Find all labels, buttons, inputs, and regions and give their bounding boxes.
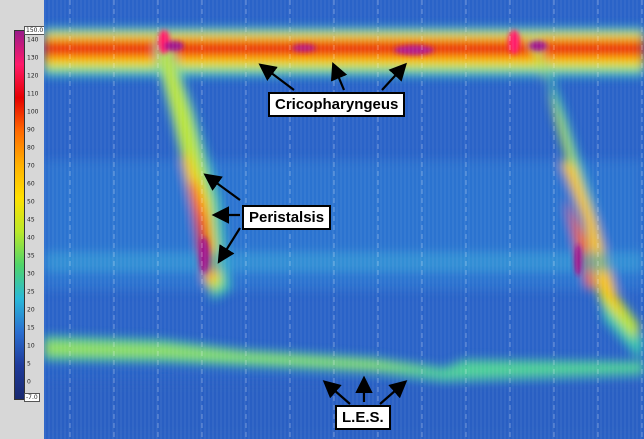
- cricopharyngeus-arrow-3: [381, 62, 407, 91]
- les-arrow-3: [379, 380, 408, 405]
- scale-tick-label: 0: [27, 378, 31, 386]
- cricopharyngeus-arrow-1: [258, 63, 295, 91]
- scale-tick-label: 90: [27, 126, 35, 134]
- scale-tick-label: 140: [27, 36, 39, 44]
- scale-tick-label: 35: [27, 252, 35, 260]
- pressure-topography-plot: Cricopharyngeus Peristalsis L.E.S.: [44, 0, 644, 439]
- scale-tick-label: 30: [27, 270, 35, 278]
- les-label: L.E.S.: [335, 405, 391, 430]
- cricopharyngeus-label: Cricopharyngeus: [268, 92, 406, 117]
- scale-tick-label: 130: [27, 54, 39, 62]
- scale-tick-label: 100: [27, 108, 39, 116]
- scale-tick-label: 70: [27, 162, 35, 170]
- scale-tick-label: 15: [27, 324, 35, 332]
- les-arrow-1: [322, 380, 351, 405]
- scale-tick-label: 80: [27, 144, 35, 152]
- scale-min-label: -7.0: [24, 393, 40, 402]
- scale-max-label: 150.0: [24, 26, 46, 35]
- scale-tick-label: 25: [27, 288, 35, 296]
- scale-tick-label: 5: [27, 360, 31, 368]
- peristalsis-arrow-1: [203, 173, 241, 201]
- scale-tick-label: 20: [27, 306, 35, 314]
- scale-tick-label: 50: [27, 198, 35, 206]
- peristalsis-label: Peristalsis: [242, 205, 332, 230]
- pressure-color-scale: 150.0 -7.0 140 130 120 110 100 90 80 70 60 50 45 40…: [0, 0, 46, 439]
- scale-tick-label: 110: [27, 90, 39, 98]
- scale-tick-label: 45: [27, 216, 35, 224]
- scale-tick-label: 40: [27, 234, 35, 242]
- scale-tick-label: 120: [27, 72, 39, 80]
- peristalsis-arrow-3: [217, 227, 241, 264]
- annotation-arrows: [203, 61, 408, 405]
- scale-tick-label: 60: [27, 180, 35, 188]
- cricopharyngeus-arrow-2: [330, 61, 348, 91]
- color-scale-bar: [14, 30, 25, 400]
- scale-tick-label: 10: [27, 342, 35, 350]
